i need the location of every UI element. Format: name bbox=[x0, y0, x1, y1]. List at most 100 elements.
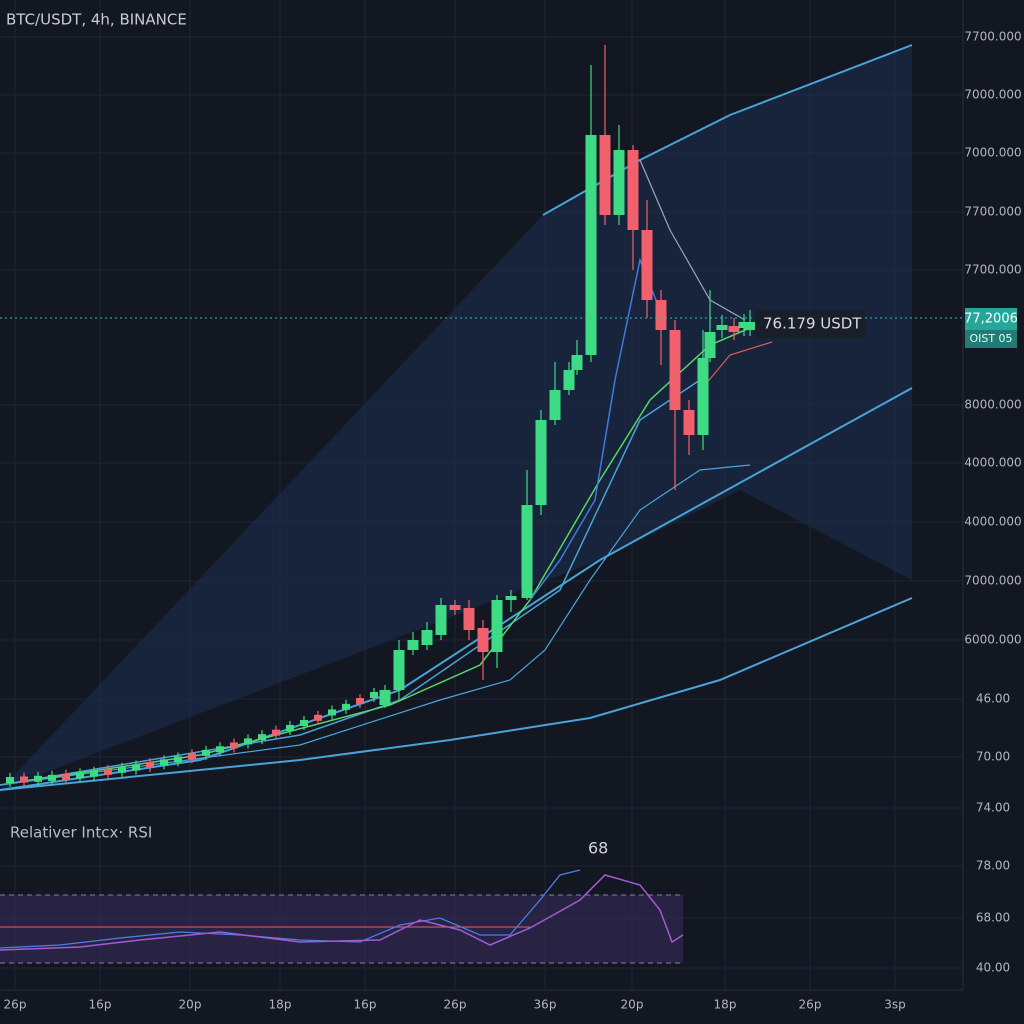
candle-body bbox=[20, 776, 28, 783]
candle-body bbox=[535, 420, 547, 505]
candle-body bbox=[62, 773, 70, 780]
candle-body bbox=[505, 596, 517, 600]
candle-body bbox=[314, 714, 322, 721]
channel-lower bbox=[0, 597, 913, 791]
candle-body bbox=[76, 772, 84, 779]
candle-body bbox=[521, 505, 533, 598]
chart-title: BTC/USDT, 4h, BINANCE bbox=[6, 11, 187, 29]
candle-body bbox=[449, 605, 461, 610]
price-label: 74.00 bbox=[976, 801, 1010, 815]
candle-body bbox=[202, 749, 210, 756]
candle-body bbox=[48, 774, 56, 781]
candle-body bbox=[407, 640, 419, 650]
price-label: 7000.000 bbox=[964, 146, 1021, 160]
candle-body bbox=[738, 322, 750, 328]
time-label: 26p bbox=[444, 998, 467, 1012]
candle-body bbox=[188, 753, 196, 760]
candle-body bbox=[328, 709, 336, 716]
candle-body bbox=[356, 698, 364, 705]
candle-body bbox=[563, 370, 575, 390]
price-label: 78.00 bbox=[976, 859, 1010, 873]
candle-body bbox=[104, 768, 112, 775]
price-axis-sub: OIST 05 bbox=[969, 332, 1012, 345]
time-label: 3sp bbox=[884, 998, 906, 1012]
price-axis-tag bbox=[965, 308, 1017, 330]
candle-body bbox=[744, 322, 756, 330]
price-tag-bg bbox=[755, 310, 865, 338]
candle-body bbox=[160, 759, 168, 766]
price-label: 70.00 bbox=[976, 750, 1010, 764]
candle-body bbox=[132, 764, 140, 771]
time-axis: 26p 16p 20p 18p 16p 26p 36p 20p 18p 26p 3sp bbox=[4, 998, 906, 1012]
rsi-peak: 68 bbox=[588, 839, 608, 858]
candle-body bbox=[728, 326, 740, 332]
rsi-line bbox=[0, 874, 684, 951]
rsi-line-blue bbox=[0, 869, 581, 949]
price-axis-current: 77,2006 bbox=[964, 312, 1018, 327]
candle-body bbox=[230, 742, 238, 749]
channel-fill bbox=[0, 45, 912, 790]
candle-body bbox=[216, 746, 224, 753]
price-label: 40.00 bbox=[976, 961, 1010, 975]
ema-red bbox=[704, 341, 773, 386]
time-label: 16p bbox=[354, 998, 377, 1012]
candle-body bbox=[599, 135, 611, 215]
candle-body bbox=[641, 230, 653, 300]
candle-body bbox=[90, 770, 98, 777]
price-label: 6000.000 bbox=[964, 633, 1021, 647]
time-label: 26p bbox=[4, 998, 27, 1012]
price-label: 8000.000 bbox=[964, 398, 1021, 412]
rsi-title: Relativer Intcx· RSI bbox=[10, 824, 152, 842]
candle-body bbox=[258, 734, 266, 741]
price-label: 4000.000 bbox=[964, 515, 1021, 529]
candle-body bbox=[342, 703, 350, 710]
candle-body bbox=[34, 775, 42, 782]
candle-body bbox=[585, 135, 597, 355]
candle-body bbox=[300, 719, 308, 726]
candle-body bbox=[370, 692, 378, 698]
price-label: 77​00.000 bbox=[964, 30, 1021, 44]
candle-body bbox=[174, 756, 182, 763]
trend-line bbox=[639, 159, 746, 321]
price-label: 46.00 bbox=[976, 692, 1010, 706]
candle-body bbox=[272, 729, 280, 736]
time-label: 18p bbox=[714, 998, 737, 1012]
price-label: 7000.000 bbox=[964, 574, 1021, 588]
candle-body bbox=[118, 766, 126, 773]
candle-body bbox=[683, 410, 695, 435]
candle-body bbox=[286, 724, 294, 731]
price-axis-sub-bg bbox=[965, 330, 1017, 348]
candle-body bbox=[669, 330, 681, 410]
price-tag: 76.179 USDT bbox=[763, 315, 862, 333]
candle-body bbox=[146, 762, 154, 769]
candle-body bbox=[379, 690, 391, 705]
time-label: 26p bbox=[799, 998, 822, 1012]
time-label: 20p bbox=[621, 998, 644, 1012]
candle-body bbox=[655, 300, 667, 330]
candle-body bbox=[697, 358, 709, 435]
candle-body bbox=[421, 630, 433, 645]
time-label: 18p bbox=[269, 998, 292, 1012]
time-label: 20p bbox=[179, 998, 202, 1012]
candle-body bbox=[627, 150, 639, 230]
time-label: 36p bbox=[534, 998, 557, 1012]
candle-body bbox=[704, 332, 716, 358]
price-label: 77​00.000 bbox=[964, 205, 1021, 219]
candle-body bbox=[393, 650, 405, 690]
candle-body bbox=[463, 608, 475, 630]
candle-body bbox=[716, 325, 728, 330]
price-axis: 77​00.000 7000.000 7000.000 77​00.000 77​00.… bbox=[964, 30, 1021, 975]
candle-body bbox=[477, 628, 489, 652]
candle-body bbox=[244, 738, 252, 745]
ema-cyan bbox=[0, 379, 701, 786]
candle-body bbox=[613, 150, 625, 215]
price-label: 68.00 bbox=[976, 911, 1010, 925]
candle-body bbox=[491, 600, 503, 652]
candle-body bbox=[435, 605, 447, 635]
rsi-band bbox=[0, 895, 683, 963]
candle-body bbox=[571, 355, 583, 370]
candle-body bbox=[6, 777, 14, 783]
ema-blue bbox=[0, 464, 751, 786]
price-label: 4000.000 bbox=[964, 456, 1021, 470]
